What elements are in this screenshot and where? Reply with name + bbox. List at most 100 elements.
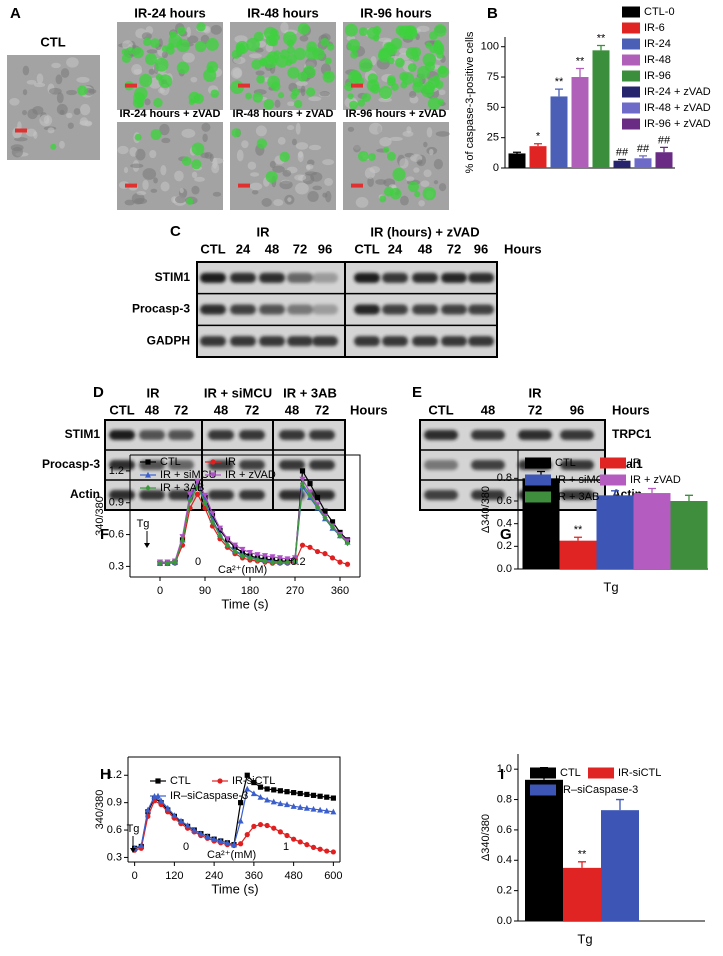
band bbox=[354, 272, 380, 283]
group-label: IR + 3AB bbox=[283, 385, 337, 400]
fluorescent-cell bbox=[176, 61, 190, 75]
cell bbox=[308, 144, 322, 151]
cell bbox=[182, 52, 195, 63]
fluorescent-cell bbox=[193, 93, 204, 104]
cell bbox=[400, 195, 409, 206]
data-point bbox=[187, 491, 193, 498]
cell bbox=[280, 21, 289, 34]
fluorescent-cell bbox=[150, 38, 160, 48]
fluorescent-cell bbox=[324, 57, 332, 65]
cell bbox=[179, 188, 184, 194]
y-axis-label: % of caspase-3-positive cells bbox=[464, 31, 476, 173]
image-label: IR-24 hours bbox=[134, 5, 206, 20]
fluorescent-cell bbox=[294, 99, 303, 109]
lane-label: 96 bbox=[318, 241, 332, 256]
fluorescent-cell bbox=[348, 70, 362, 84]
legend-label: CTL bbox=[555, 457, 576, 469]
cell bbox=[190, 76, 198, 83]
band bbox=[239, 430, 265, 440]
band bbox=[200, 272, 226, 283]
band bbox=[239, 460, 265, 470]
fluorescent-cell bbox=[312, 47, 325, 60]
x-axis-label: Time (s) bbox=[211, 881, 258, 896]
panel-label: F bbox=[100, 526, 109, 543]
data-point bbox=[144, 806, 151, 813]
significance-label: ** bbox=[555, 76, 564, 88]
micrograph bbox=[343, 22, 449, 110]
cell bbox=[378, 37, 392, 43]
cell bbox=[405, 176, 415, 182]
row-label: Procasp-3 bbox=[132, 302, 190, 316]
data-point bbox=[238, 800, 244, 806]
data-point bbox=[204, 833, 211, 840]
significance-label: * bbox=[536, 131, 541, 143]
cell bbox=[347, 126, 355, 132]
cell bbox=[142, 179, 149, 190]
band bbox=[109, 490, 135, 500]
cell bbox=[150, 188, 158, 193]
data-point bbox=[262, 553, 268, 559]
data-point bbox=[284, 558, 291, 566]
fluorescent-cell bbox=[177, 26, 186, 36]
unit-label: Hours bbox=[350, 402, 388, 417]
fluorescent-cell bbox=[203, 68, 217, 82]
lane-label: 48 bbox=[145, 402, 159, 417]
fluorescent-cell bbox=[196, 22, 206, 32]
scale-bar bbox=[351, 183, 363, 188]
bar bbox=[613, 160, 631, 168]
arrow-head bbox=[130, 848, 136, 853]
data-point bbox=[329, 555, 336, 561]
cell bbox=[249, 53, 262, 59]
y-axis-label: Δ340/380 bbox=[480, 486, 492, 533]
data-point bbox=[271, 787, 277, 793]
data-point bbox=[257, 821, 264, 828]
lane-label: 48 bbox=[481, 402, 495, 417]
cell bbox=[261, 198, 272, 207]
fluorescent-cell bbox=[361, 92, 371, 102]
bar bbox=[559, 540, 597, 569]
band bbox=[382, 272, 408, 283]
legend-label: IR-24 bbox=[644, 38, 671, 50]
cell bbox=[174, 170, 184, 182]
legend-label: IR + 3AB bbox=[555, 491, 599, 503]
band bbox=[560, 430, 594, 440]
data-point bbox=[299, 476, 306, 483]
cell bbox=[279, 180, 293, 190]
band bbox=[518, 430, 552, 440]
cell bbox=[9, 97, 20, 106]
fluorescent-cell bbox=[414, 191, 421, 198]
data-point bbox=[209, 518, 216, 526]
cell bbox=[272, 165, 285, 173]
data-point bbox=[314, 494, 321, 501]
y-axis-label: Δ340/380 bbox=[480, 814, 492, 861]
cell bbox=[287, 197, 292, 202]
cell bbox=[159, 123, 170, 136]
data-point bbox=[269, 554, 276, 561]
x-axis-label: Tg bbox=[603, 579, 618, 594]
fluorescent-cell bbox=[412, 77, 423, 88]
error-bar bbox=[660, 146, 668, 153]
cell bbox=[249, 172, 260, 177]
y-axis-label: 340/380 bbox=[94, 790, 106, 830]
cell bbox=[130, 163, 144, 169]
cell bbox=[135, 148, 146, 161]
band bbox=[471, 490, 505, 500]
fluorescent-cell bbox=[259, 58, 268, 66]
legend-marker bbox=[217, 778, 223, 784]
x-tick-label: 0 bbox=[132, 870, 138, 882]
legend-swatch bbox=[588, 767, 614, 779]
cell bbox=[194, 176, 205, 182]
cell bbox=[418, 200, 425, 207]
data-point bbox=[239, 552, 246, 559]
fluorescent-cell bbox=[422, 53, 436, 67]
data-point bbox=[209, 510, 216, 517]
fluorescent-cell bbox=[265, 35, 277, 46]
data-point bbox=[337, 532, 343, 539]
band bbox=[468, 272, 494, 283]
fluorescent-cell bbox=[158, 74, 173, 89]
data-point bbox=[254, 556, 261, 564]
legend-swatch bbox=[622, 86, 640, 98]
cell bbox=[148, 68, 155, 75]
data-point bbox=[178, 817, 184, 824]
